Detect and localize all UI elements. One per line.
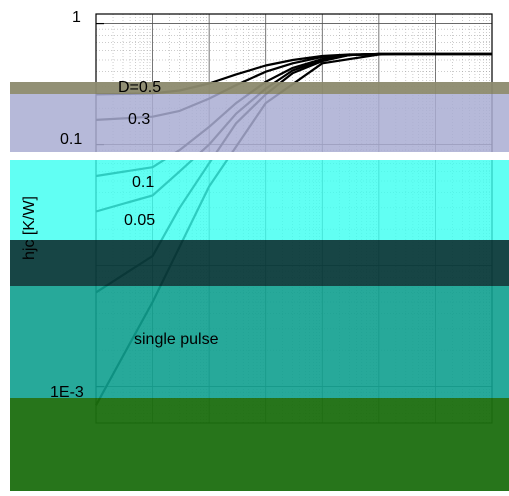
band-cyan: [10, 160, 509, 240]
y-tick-label-1: 1: [72, 9, 81, 26]
y-tick-label-0.1: 0.1: [60, 131, 82, 148]
band-lavender: [10, 94, 509, 152]
band-teal: [10, 286, 509, 398]
y-axis-label: hjc [K/W]: [21, 196, 38, 260]
annotation-01: 0.1: [132, 174, 154, 191]
annotation-single-pulse: single pulse: [134, 331, 219, 348]
overlay-bands: [10, 82, 509, 491]
band-dark: [10, 240, 509, 286]
annotation-d05: D=0.5: [118, 79, 161, 96]
annotation-005: 0.05: [124, 212, 155, 229]
y-tick-label-1e-3: 1E-3: [50, 384, 84, 401]
annotation-03: 0.3: [128, 111, 150, 128]
labels: 1 0.1 1E-3 D=0.5 0.3 0.1 0.05 single pul…: [21, 9, 219, 401]
band-olive: [10, 82, 509, 94]
band-green: [10, 398, 509, 491]
band-white: [10, 152, 509, 160]
